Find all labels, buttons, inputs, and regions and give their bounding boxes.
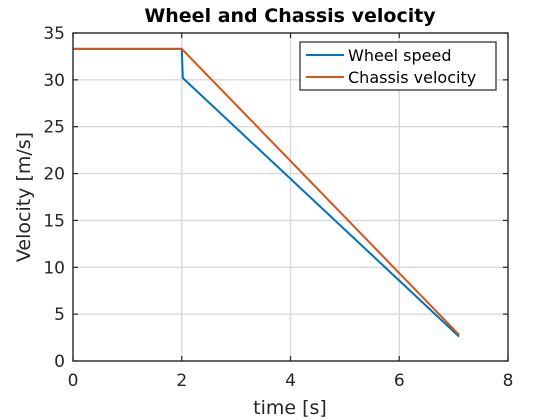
x-axis-title: time [s]	[253, 397, 327, 419]
y-axis-title: Velocity [m/s]	[13, 132, 35, 262]
x-tick-label: 6	[394, 371, 405, 391]
legend-label-chassis-velocity: Chassis velocity	[348, 68, 476, 87]
chart-title: Wheel and Chassis velocity	[144, 5, 436, 27]
series-line-chassis-velocity	[73, 47, 460, 336]
y-tick-label: 0	[54, 352, 65, 372]
x-tick-label: 0	[68, 371, 79, 391]
y-tick-label: 25	[43, 118, 65, 138]
tick-labels: 0 2 4 6 8 0 5 10 15 20 25 30 35	[43, 24, 513, 391]
series-line-wheel-speed	[73, 47, 460, 338]
y-tick-label: 30	[43, 71, 65, 91]
legend: Wheel speed Chassis velocity	[299, 41, 497, 91]
legend-label-wheel-speed: Wheel speed	[348, 46, 452, 65]
y-tick-label: 20	[43, 165, 65, 185]
series-group	[73, 47, 460, 338]
x-tick-label: 4	[285, 371, 296, 391]
x-tick-label: 8	[503, 371, 514, 391]
y-tick-label: 15	[43, 211, 65, 231]
y-tick-label: 35	[43, 24, 65, 44]
legend-box	[299, 41, 497, 91]
y-tick-label: 5	[54, 305, 65, 325]
x-tick-label: 2	[176, 371, 187, 391]
ticks	[72, 32, 509, 362]
y-tick-label: 10	[43, 258, 65, 278]
